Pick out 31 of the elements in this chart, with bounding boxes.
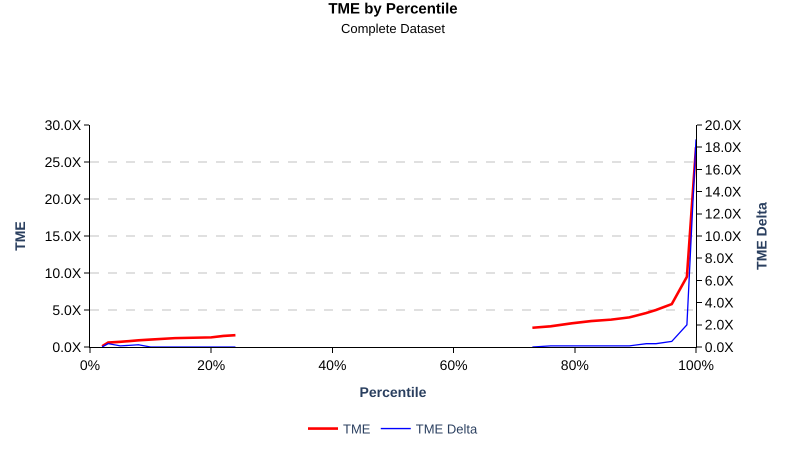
x-tick-label: 80%	[560, 356, 589, 373]
y-tick-label: 30.0X	[44, 116, 82, 133]
y2-tick-label: 20.0X	[704, 116, 742, 133]
x-tick-label: 0%	[80, 356, 100, 373]
x-tick-label: 100%	[678, 356, 714, 373]
y-tick-label: 10.0X	[44, 264, 82, 281]
x-tick-label: 60%	[440, 356, 468, 373]
y2-tick-label: 16.0X	[704, 161, 742, 178]
legend-label: TME Delta	[416, 422, 478, 437]
y2-tick-label: 12.0X	[704, 206, 742, 222]
y-tick-label: 5.0X	[52, 302, 82, 318]
chart-title: TME by Percentile	[328, 0, 458, 18]
y2-tick-label: 14.0X	[704, 184, 742, 200]
y2-tick-label: 10.0X	[704, 228, 742, 244]
y-tick-label: 0.0X	[52, 338, 82, 355]
y2-tick-label: 8.0X	[704, 250, 734, 266]
y2-axis-title: TME Delta	[753, 202, 770, 270]
y2-tick-label: 2.0X	[704, 316, 734, 333]
y2-tick-label: 6.0X	[704, 272, 734, 288]
y-axis-title: TME	[12, 221, 28, 251]
x-tick-label: 20%	[197, 356, 226, 373]
x-tick-label: 40%	[318, 356, 346, 373]
y-tick-label: 15.0X	[44, 228, 82, 244]
y2-tick-label: 4.0X	[704, 294, 734, 310]
legend-label: TME	[343, 422, 371, 437]
chart-subtitle: Complete Dataset	[340, 21, 446, 36]
y2-tick-label: 18.0X	[704, 139, 742, 156]
y-tick-label: 25.0X	[44, 154, 82, 170]
y-tick-label: 20.0X	[44, 190, 82, 207]
x-axis-title: Percentile	[360, 384, 427, 400]
y2-tick-label: 0.0X	[704, 338, 734, 355]
